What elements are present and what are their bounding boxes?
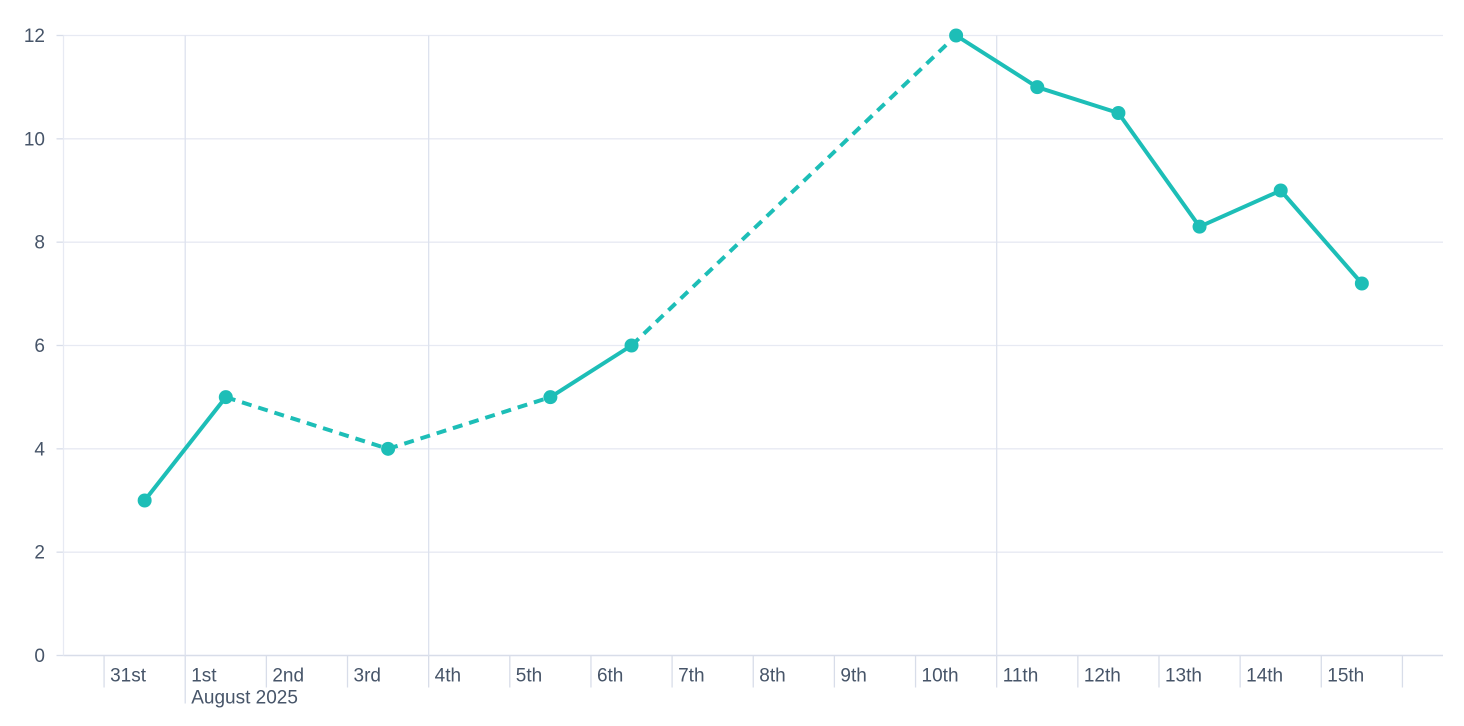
x-axis-label: 14th <box>1246 666 1283 687</box>
data-point-marker[interactable] <box>1111 106 1126 120</box>
x-axis-label: 13th <box>1165 666 1202 687</box>
y-axis-label: 12 <box>24 26 45 47</box>
data-point-marker[interactable] <box>381 441 396 456</box>
x-axis-label: 31st <box>110 666 147 687</box>
series-segment-solid <box>1278 188 1364 286</box>
x-axis-month-label: August 2025 <box>191 688 298 709</box>
y-axis-label: 10 <box>24 129 45 150</box>
series-segment-solid <box>548 343 634 400</box>
y-axis-label: 8 <box>34 233 45 254</box>
data-point-marker[interactable] <box>1273 183 1288 198</box>
y-axis-label: 4 <box>34 439 45 460</box>
y-axis-label: 0 <box>34 646 45 667</box>
x-axis-label: 7th <box>678 666 704 687</box>
series-segment-solid <box>1116 111 1202 229</box>
data-point-marker[interactable] <box>624 338 639 353</box>
series-segment-solid <box>142 395 228 503</box>
series-segment-solid <box>1035 85 1121 115</box>
x-axis-label: 4th <box>435 666 461 687</box>
series-segment-dashed <box>225 395 389 451</box>
data-point-marker[interactable] <box>137 493 152 508</box>
x-axis-label: 15th <box>1327 666 1364 687</box>
x-axis-label: 12th <box>1084 666 1121 687</box>
series-segment-dashed <box>630 34 958 347</box>
x-axis-label: 6th <box>597 666 623 687</box>
series-segment-dashed <box>387 395 551 451</box>
x-axis-label: 2nd <box>272 666 304 687</box>
data-point-marker[interactable] <box>1030 80 1045 95</box>
series-segment-solid <box>954 33 1040 90</box>
x-axis-label: 11th <box>1003 666 1039 687</box>
y-axis-label: 2 <box>34 543 45 564</box>
data-point-marker[interactable] <box>543 390 558 405</box>
x-axis-label: 9th <box>840 666 866 687</box>
series-segment-solid <box>1197 188 1283 229</box>
x-axis-label: 1st <box>191 666 217 687</box>
data-point-marker[interactable] <box>218 390 233 405</box>
x-axis-label: 3rd <box>354 666 381 687</box>
data-point-marker[interactable] <box>1354 276 1369 291</box>
y-axis-label: 6 <box>34 336 45 357</box>
x-axis-label: 10th <box>922 666 959 687</box>
x-axis-label: 5th <box>516 666 542 687</box>
data-point-marker[interactable] <box>1192 219 1207 234</box>
data-point-marker[interactable] <box>949 28 964 43</box>
x-axis-label: 8th <box>759 666 785 687</box>
